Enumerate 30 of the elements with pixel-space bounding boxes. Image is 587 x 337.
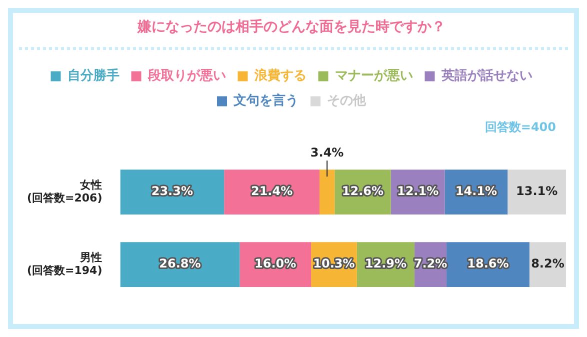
data-label: 7.2% (414, 256, 448, 271)
data-label: 12.6% (342, 184, 384, 198)
legend-label: マナーが悪い (334, 68, 413, 84)
bar (120, 242, 240, 288)
bar (224, 170, 320, 215)
data-label: 18.6% (467, 256, 509, 271)
chart-title: 嫌になったのは相手のどんな面を見た時ですか？ (136, 18, 446, 36)
data-label: 12.1% (396, 184, 439, 198)
data-label: 8.2% (531, 256, 564, 271)
legend-label: 文句を言う (232, 92, 298, 109)
data-label: 12.9% (364, 256, 407, 271)
bar (120, 170, 224, 215)
y-tick-label: 女性 (回答数=206) (27, 178, 102, 205)
y-tick-label: 男性 (回答数=194) (27, 250, 102, 278)
bar (319, 170, 335, 215)
legend-label: 自分勝手 (67, 68, 120, 84)
data-label: 3.4% (310, 146, 344, 160)
legend-label: 段取りが悪い (146, 68, 226, 84)
data-label: 10.3% (313, 256, 355, 271)
data-label: 23.3% (151, 184, 193, 198)
data-label: 26.8% (159, 256, 201, 271)
data-label: 14.1% (455, 184, 497, 198)
data-label: 13.1% (516, 184, 558, 198)
text: 回答数=400 (484, 120, 556, 134)
bar (508, 170, 566, 215)
data-label: 21.4% (250, 184, 293, 198)
legend-label: 英語が話せない (440, 68, 532, 84)
data-label: 16.0% (254, 256, 296, 271)
bar (529, 242, 566, 288)
legend-label: 浪費する (253, 68, 306, 84)
